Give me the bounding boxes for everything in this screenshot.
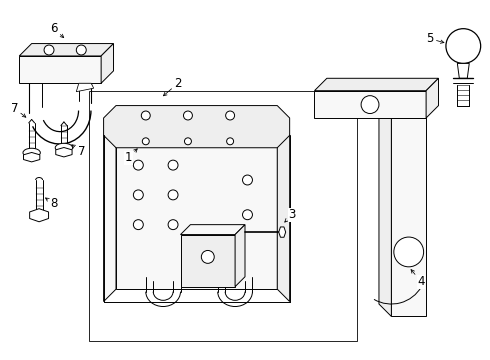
- Polygon shape: [103, 105, 290, 148]
- Polygon shape: [279, 227, 286, 237]
- Circle shape: [183, 111, 193, 120]
- Circle shape: [184, 138, 192, 145]
- Ellipse shape: [55, 143, 73, 152]
- Polygon shape: [116, 123, 277, 289]
- Circle shape: [168, 190, 178, 200]
- Polygon shape: [103, 123, 116, 302]
- Circle shape: [133, 220, 143, 230]
- Circle shape: [226, 111, 235, 120]
- Text: 6: 6: [50, 22, 64, 38]
- Polygon shape: [56, 148, 72, 157]
- Circle shape: [142, 138, 149, 145]
- Text: 5: 5: [426, 32, 444, 45]
- Polygon shape: [235, 225, 245, 287]
- Polygon shape: [392, 118, 426, 316]
- Polygon shape: [19, 44, 114, 56]
- Polygon shape: [30, 209, 49, 222]
- Circle shape: [243, 210, 252, 220]
- Bar: [89, 91, 357, 341]
- Text: 7: 7: [11, 102, 26, 117]
- Circle shape: [227, 138, 234, 145]
- Circle shape: [141, 111, 150, 120]
- Polygon shape: [101, 44, 114, 83]
- Text: 3: 3: [285, 208, 296, 222]
- Polygon shape: [315, 91, 426, 118]
- Circle shape: [44, 45, 54, 55]
- Circle shape: [361, 96, 379, 113]
- Circle shape: [446, 29, 481, 63]
- Text: 8: 8: [46, 197, 58, 210]
- Circle shape: [201, 251, 214, 264]
- Circle shape: [76, 45, 86, 55]
- Circle shape: [394, 237, 424, 267]
- Polygon shape: [76, 83, 94, 92]
- Text: 7: 7: [72, 145, 85, 158]
- Circle shape: [133, 160, 143, 170]
- Polygon shape: [19, 56, 101, 83]
- Polygon shape: [24, 153, 40, 162]
- Polygon shape: [277, 123, 290, 302]
- Polygon shape: [426, 78, 439, 118]
- Polygon shape: [180, 225, 245, 235]
- Polygon shape: [315, 78, 439, 91]
- Text: 4: 4: [411, 270, 425, 288]
- Circle shape: [168, 160, 178, 170]
- Polygon shape: [457, 63, 469, 78]
- Polygon shape: [180, 235, 235, 287]
- Ellipse shape: [23, 148, 40, 157]
- Polygon shape: [379, 105, 392, 316]
- Text: 2: 2: [163, 77, 182, 96]
- Text: 1: 1: [124, 149, 137, 164]
- Circle shape: [243, 175, 252, 185]
- Circle shape: [168, 220, 178, 230]
- Circle shape: [133, 190, 143, 200]
